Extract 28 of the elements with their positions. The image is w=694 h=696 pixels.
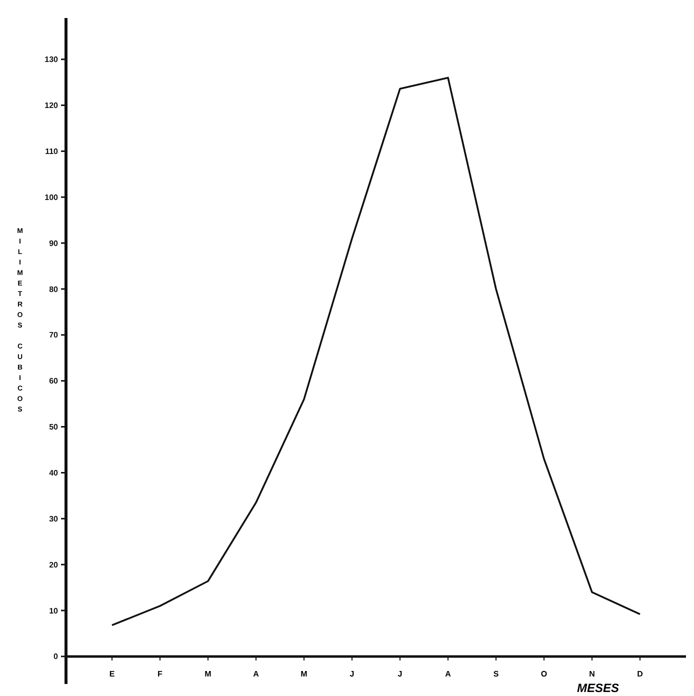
x-axis-title: MESES — [576, 681, 620, 695]
x-tick-label: M — [204, 669, 212, 678]
y-tick-label: 70 — [49, 330, 59, 340]
y-tick-label: 90 — [49, 238, 59, 248]
y-tick-label: 130 — [44, 55, 59, 64]
y-tick-label: 50 — [49, 422, 59, 432]
y-tick-label: 40 — [49, 468, 59, 478]
x-tick-label: D — [637, 669, 644, 678]
y-tick-label: 120 — [44, 101, 59, 110]
y-tick-label: 0 — [54, 652, 59, 662]
x-tick-label: F — [158, 669, 163, 678]
y-tick-label: 100 — [44, 192, 59, 202]
x-tick-label: J — [350, 669, 354, 678]
x-tick-label: M — [300, 669, 308, 678]
line-series — [111, 76, 641, 626]
x-tick-label: O — [540, 669, 548, 678]
y-tick-label: 10 — [49, 606, 59, 616]
x-tick-label: E — [109, 669, 116, 678]
x-tick-label: A — [445, 669, 452, 678]
x-tick-label: N — [589, 669, 596, 678]
y-tick-label: 20 — [49, 560, 59, 570]
y-tick-label: 110 — [45, 147, 59, 156]
y-tick-label: 30 — [49, 514, 59, 524]
y-tick-label: 60 — [49, 376, 59, 386]
x-tick-label: J — [398, 669, 402, 678]
x-tick-label: A — [253, 669, 260, 678]
y-tick-label: 80 — [49, 284, 59, 294]
x-tick-label: S — [493, 669, 500, 678]
